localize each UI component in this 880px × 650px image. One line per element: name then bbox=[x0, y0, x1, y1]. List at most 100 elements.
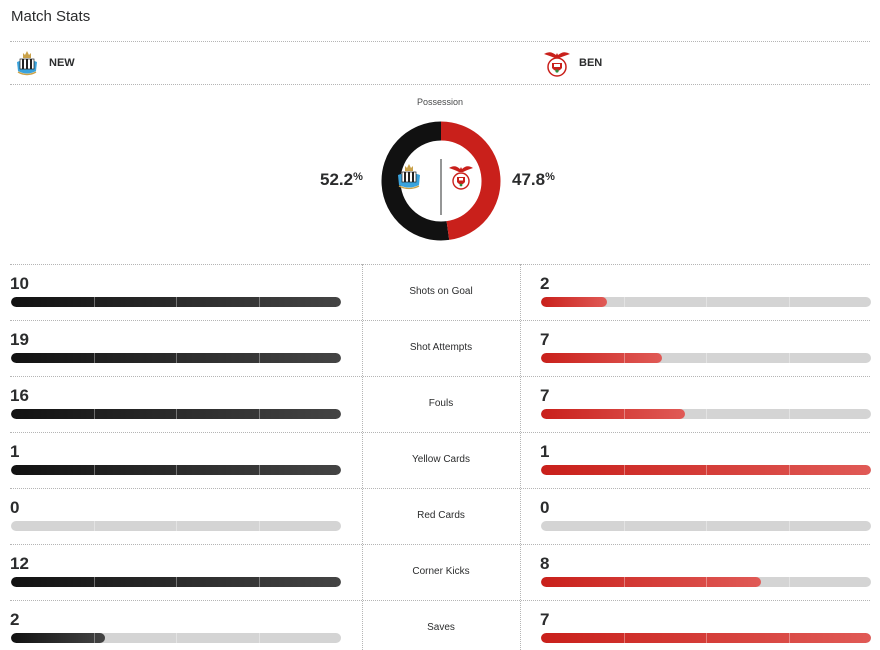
stat-row: 0 0 Red Cards bbox=[10, 488, 871, 544]
row-divider bbox=[10, 376, 870, 377]
home-stat-value: 16 bbox=[10, 386, 29, 405]
possession-label: Possession bbox=[416, 97, 464, 107]
home-stat-bar bbox=[11, 465, 341, 475]
away-stat-value: 7 bbox=[540, 386, 550, 405]
home-stat-bar bbox=[11, 577, 341, 587]
bar-tick bbox=[623, 465, 625, 475]
bar-tick bbox=[176, 577, 177, 587]
away-stat-bar-fill bbox=[541, 633, 871, 643]
row-divider bbox=[10, 432, 870, 433]
row-divider bbox=[10, 544, 870, 545]
away-stat-value: 8 bbox=[540, 554, 550, 573]
divider bbox=[10, 41, 870, 42]
stat-row: 2 7 Saves bbox=[10, 600, 871, 650]
bar-tick bbox=[706, 409, 707, 419]
bar-tick bbox=[706, 465, 707, 475]
away-team-header: BEN bbox=[541, 47, 602, 79]
bar-tick bbox=[788, 465, 790, 475]
home-stat-bar-fill bbox=[11, 297, 341, 307]
stat-label: Yellow Cards bbox=[412, 454, 470, 465]
bar-tick bbox=[788, 409, 790, 419]
stat-label: Red Cards bbox=[417, 510, 465, 521]
row-divider bbox=[10, 320, 870, 321]
bar-tick bbox=[623, 409, 625, 419]
bar-tick bbox=[176, 633, 177, 643]
bar-tick bbox=[176, 297, 177, 307]
away-possession-value: 47.8% bbox=[512, 170, 555, 190]
home-stat-value: 10 bbox=[10, 274, 29, 293]
bar-tick bbox=[258, 577, 260, 587]
bar-tick bbox=[706, 297, 707, 307]
away-stat-bar bbox=[541, 465, 871, 475]
stat-label: Shots on Goal bbox=[409, 286, 473, 297]
away-stat-bar bbox=[541, 521, 871, 531]
bar-tick bbox=[623, 577, 625, 587]
home-stat-bar bbox=[11, 353, 341, 363]
stat-row: 12 8 Corner Kicks bbox=[10, 544, 871, 600]
home-possession-number: 52.2 bbox=[320, 170, 354, 189]
away-stat-value: 7 bbox=[540, 610, 550, 629]
away-stat-value: 7 bbox=[540, 330, 550, 349]
match-stats-title: Match Stats bbox=[11, 8, 91, 25]
percent-unit: % bbox=[545, 171, 555, 183]
stat-label: Saves bbox=[427, 622, 455, 633]
home-stat-value: 1 bbox=[10, 442, 20, 461]
column-divider bbox=[520, 264, 521, 650]
bar-tick bbox=[93, 465, 95, 475]
bar-tick bbox=[706, 577, 707, 587]
away-stat-value: 0 bbox=[540, 498, 550, 517]
stat-label: Corner Kicks bbox=[412, 566, 470, 577]
bar-tick bbox=[623, 521, 625, 531]
bar-tick bbox=[258, 521, 260, 531]
bar-tick bbox=[176, 409, 177, 419]
away-team-abbr: BEN bbox=[579, 57, 603, 69]
away-stat-bar bbox=[541, 409, 871, 419]
away-stat-bar bbox=[541, 577, 871, 587]
bar-tick bbox=[788, 353, 790, 363]
home-stat-bar-fill bbox=[11, 353, 341, 363]
divider bbox=[10, 84, 870, 85]
away-possession-number: 47.8 bbox=[512, 170, 546, 189]
home-stat-bar-fill bbox=[11, 577, 341, 587]
row-divider bbox=[10, 488, 870, 489]
newcastle-crest-icon bbox=[398, 164, 420, 190]
bar-tick bbox=[93, 633, 95, 643]
bar-tick bbox=[93, 409, 95, 419]
benfica-crest-icon bbox=[449, 166, 473, 190]
bar-tick bbox=[176, 353, 177, 363]
away-stat-bar-fill bbox=[541, 297, 607, 307]
row-divider bbox=[10, 264, 870, 265]
away-stat-bar-fill bbox=[541, 409, 686, 419]
bar-tick bbox=[93, 577, 95, 587]
bar-tick bbox=[788, 297, 790, 307]
home-stat-bar bbox=[11, 521, 341, 531]
away-stat-bar-fill bbox=[541, 465, 871, 475]
home-stat-value: 2 bbox=[10, 610, 20, 629]
stat-row: 16 7 Fouls bbox=[10, 376, 871, 432]
home-stat-value: 19 bbox=[10, 330, 29, 349]
away-possession-arc bbox=[440, 121, 501, 240]
away-stat-bar bbox=[541, 353, 871, 363]
bar-tick bbox=[93, 521, 95, 531]
home-stat-value: 0 bbox=[10, 498, 20, 517]
stat-row: 19 7 Shot Attempts bbox=[10, 320, 871, 376]
stat-label: Fouls bbox=[428, 398, 454, 409]
bar-tick bbox=[706, 353, 707, 363]
stat-row: 10 2 Shots on Goal bbox=[10, 264, 871, 320]
bar-tick bbox=[258, 297, 260, 307]
away-stat-bar-fill bbox=[541, 577, 762, 587]
away-stat-value: 1 bbox=[540, 442, 550, 461]
home-stat-bar-fill bbox=[11, 633, 106, 643]
bar-tick bbox=[176, 465, 177, 475]
bar-tick bbox=[258, 409, 260, 419]
home-possession-value: 52.2% bbox=[320, 170, 363, 190]
bar-tick bbox=[258, 633, 260, 643]
away-stat-bar bbox=[541, 633, 871, 643]
bar-tick bbox=[623, 353, 625, 363]
benfica-crest-icon bbox=[544, 52, 570, 77]
stat-row: 1 1 Yellow Cards bbox=[10, 432, 871, 488]
home-team-header: NEW bbox=[11, 47, 75, 79]
bar-tick bbox=[788, 521, 790, 531]
bar-tick bbox=[788, 633, 790, 643]
bar-tick bbox=[258, 353, 260, 363]
